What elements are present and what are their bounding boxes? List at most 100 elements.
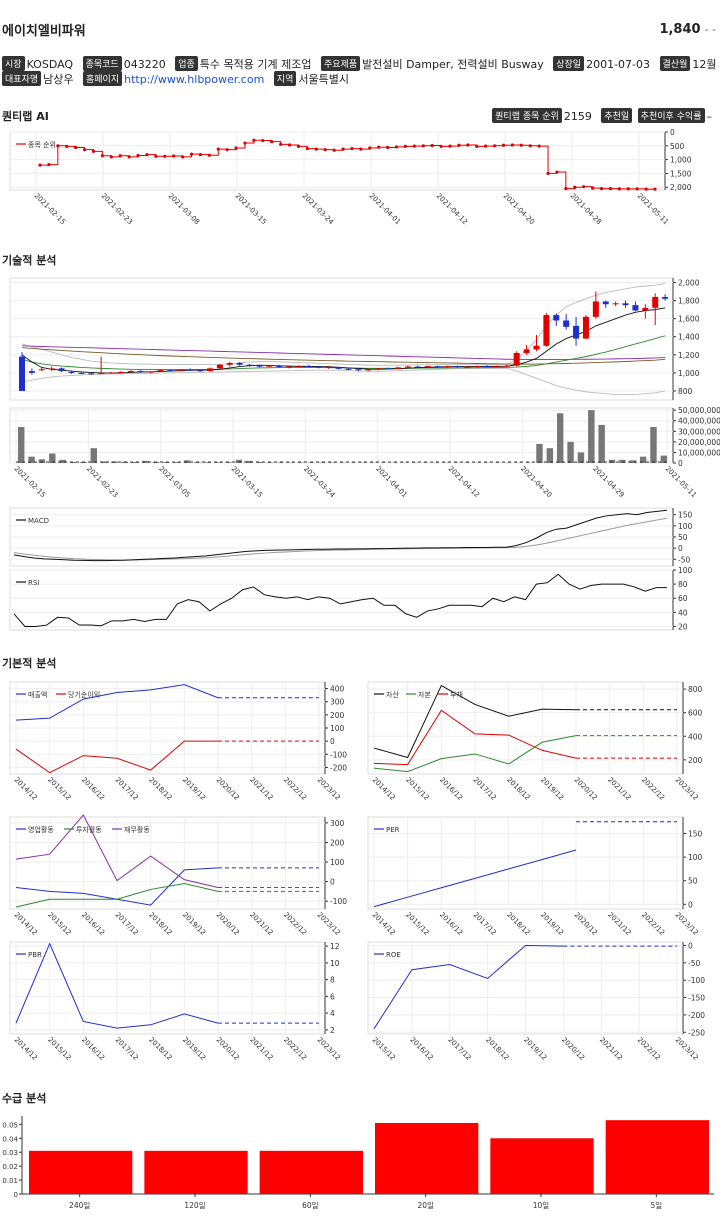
info-row-1: 시장 KOSDAQ 종목코드 043220 업종 특수 목적용 기계 제조업 주요제품… <box>2 56 720 72</box>
candle-body <box>345 368 352 370</box>
volume-bar <box>100 461 108 463</box>
f3-y-axis: -100 0 100 200 300 <box>10 817 347 909</box>
rank-point <box>270 140 274 144</box>
volume-bar <box>90 448 97 463</box>
candle-body <box>592 301 599 317</box>
volume-bar <box>246 460 253 463</box>
volume-bar <box>163 462 170 463</box>
rank-point <box>145 153 149 157</box>
f2-y-tick-label: 800 <box>688 685 703 694</box>
rank-point <box>368 146 372 150</box>
volume-bar <box>588 410 595 463</box>
rank-point <box>359 147 363 151</box>
candle-body <box>394 367 401 369</box>
candle-body <box>276 365 283 368</box>
volume-bar <box>266 462 274 463</box>
candle-body <box>117 371 124 373</box>
f4-x-tick-label: 2018/12 <box>505 911 531 937</box>
candle-body <box>553 315 560 321</box>
candle-body <box>167 370 174 372</box>
rank-x-tick-label: 2021-03-15 <box>234 192 268 226</box>
candle-body <box>484 366 491 368</box>
f6-x-tick-label: 2018/12 <box>484 1036 510 1062</box>
homepage-link[interactable]: http://www.hlbpower.com <box>124 73 265 86</box>
f5-x-tick-label: 2023/12 <box>316 1036 342 1062</box>
f3-y-tick-label: 100 <box>330 858 345 867</box>
f4-y-tick-label: 150 <box>688 830 703 839</box>
candle-body <box>493 366 500 368</box>
f4-series-line <box>373 849 577 908</box>
rank-point <box>100 154 104 158</box>
rank-line <box>40 139 655 190</box>
supply-y-tick-label: 0.03 <box>2 1149 18 1157</box>
volume-y-tick-label: 10,000,000 <box>678 448 720 457</box>
rank-point <box>332 148 336 152</box>
industry-tag: 업종 <box>175 56 198 71</box>
f5-x-tick-label: 2015/12 <box>46 1036 72 1062</box>
f2-legend-label: 자산 <box>386 690 399 699</box>
f5-x-tick-label: 2018/12 <box>147 1036 173 1062</box>
f3-series-line <box>15 814 219 888</box>
volume-bar <box>256 461 263 463</box>
f2-x-tick-label: 2020/12 <box>573 776 599 802</box>
f1-x-tick-label: 2021/12 <box>248 776 274 802</box>
volume-bar <box>235 459 243 463</box>
volume-bar <box>214 462 222 463</box>
f3-y-tick-label: 0 <box>330 878 335 887</box>
rank-point <box>484 144 488 148</box>
f3-y-tick-label: -100 <box>330 897 347 906</box>
rank-point <box>82 148 87 152</box>
candle-body <box>305 366 312 368</box>
candle-body <box>612 303 619 305</box>
f6-y-tick-label: -100 <box>688 976 705 985</box>
volume-bar <box>556 413 564 463</box>
rank-point <box>181 155 185 159</box>
supply-bar <box>605 1120 709 1194</box>
volume-x-tick-label: 2021-02-23 <box>85 465 119 499</box>
volume-x-tick-label: 2021-04-12 <box>447 465 481 499</box>
rsi-line <box>13 573 667 627</box>
section-quant: 퀀티랩 AI <box>2 110 49 123</box>
candle-body <box>157 370 164 372</box>
candle-y-tick-label: 1,200 <box>678 351 700 360</box>
f3-y-tick-label: 200 <box>330 838 345 847</box>
f4-x-tick-label: 2021/12 <box>606 911 632 937</box>
candle-body <box>602 301 609 305</box>
rank-point <box>74 145 78 150</box>
candle-body <box>325 367 332 369</box>
f6-y-tick-label: 0 <box>688 941 693 950</box>
rank-point <box>189 152 194 156</box>
f2-x-tick-label: 2014/12 <box>371 776 397 802</box>
supply-y-tick-label: 0.05 <box>2 1121 18 1129</box>
rsi-y-tick-label: 40 <box>678 608 688 617</box>
supply-bar <box>259 1150 363 1194</box>
rank-point <box>305 146 309 151</box>
f6-legend-label: ROE <box>386 951 401 959</box>
candle-body <box>563 320 570 327</box>
f4-x-tick-label: 2017/12 <box>472 911 498 937</box>
f1-x-tick-label: 2020/12 <box>215 776 241 802</box>
f5-y-tick-label: 10 <box>330 959 340 968</box>
f5-x-tick-label: 2021/12 <box>248 1036 274 1062</box>
rank-point <box>377 145 381 149</box>
macd-legend-label: MACD <box>28 517 49 525</box>
f2-x-tick-label: 2018/12 <box>505 776 531 802</box>
volume-bar <box>142 460 149 463</box>
rsi-y-axis: 20 40 60 80 100 <box>10 566 693 631</box>
f5-y-tick-label: 2 <box>330 1026 335 1035</box>
f6-y-tick-label: -50 <box>688 959 700 968</box>
candle-bb-lower-line <box>21 367 666 396</box>
volume-y-tick-label: 0 <box>678 459 683 468</box>
candle-body <box>78 372 85 374</box>
volume-bar <box>59 459 66 463</box>
rank-point <box>172 154 176 158</box>
f2-x-tick-label: 2017/12 <box>472 776 498 802</box>
f2-y-tick-label: 200 <box>688 756 703 765</box>
f1-x-tick-label: 2018/12 <box>147 776 173 802</box>
fiscal-tag: 결산월 <box>659 56 691 71</box>
f1-y-tick-label: -200 <box>330 763 347 772</box>
candle-body <box>48 368 55 370</box>
f1-y-axis: -200 -100 0 100 200 300 400 <box>10 682 347 774</box>
return-value: – <box>706 110 713 123</box>
volume-x-tick-label: 2021-04-29 <box>591 465 625 499</box>
